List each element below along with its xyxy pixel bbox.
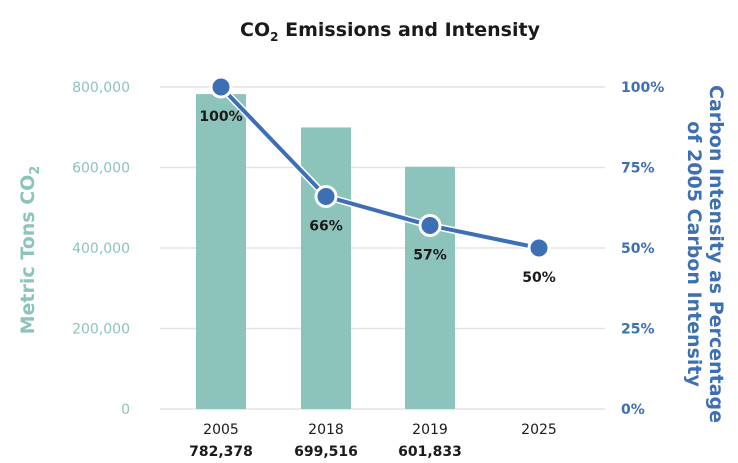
x-tick-label: 2018 — [308, 422, 344, 438]
bar — [405, 166, 455, 409]
y-tick-left: 800,000 — [72, 80, 130, 96]
y-tick-left: 200,000 — [72, 322, 130, 338]
point-label: 100% — [199, 109, 242, 125]
x-tick-sublabel: 601,833 — [398, 444, 462, 460]
line-point — [209, 75, 233, 99]
y-axis-right-label-line1: Carbon Intensity as Percentage — [705, 85, 727, 423]
point-label: 57% — [413, 247, 447, 263]
point-label: 50% — [522, 270, 556, 286]
y-tick-right: 0% — [621, 402, 645, 418]
bar — [301, 127, 351, 409]
y-tick-right: 75% — [621, 161, 655, 177]
bar — [196, 94, 246, 409]
y-tick-left: 400,000 — [72, 241, 130, 257]
y-tick-left: 600,000 — [72, 161, 130, 177]
x-tick-sublabel: 782,378 — [189, 444, 253, 460]
y-tick-right: 25% — [621, 322, 655, 338]
x-tick-label: 2005 — [203, 422, 239, 438]
line-path — [219, 85, 540, 250]
axis-labels: 0 0% 200,000 25% 400,000 50% 600,000 75% 800,000… — [72, 80, 664, 460]
line-point — [527, 236, 551, 260]
line-point — [314, 184, 338, 208]
y-tick-right: 50% — [621, 241, 655, 257]
line-point — [418, 213, 442, 237]
y-axis-left-label: Metric Tons CO2 — [17, 166, 43, 335]
y-axis-right-label-line2: of 2005 Carbon Intensity — [683, 121, 705, 387]
point-label: 66% — [309, 218, 343, 234]
x-tick-label: 2025 — [521, 422, 557, 438]
bars — [196, 94, 455, 409]
x-tick-label: 2019 — [412, 422, 448, 438]
intensity-line: 100% 66% 57% 50% — [199, 75, 556, 286]
y-tick-right: 100% — [621, 80, 664, 96]
chart-title: CO2 Emissions and Intensity — [240, 19, 541, 44]
y-tick-left: 0 — [121, 402, 130, 418]
x-tick-sublabel: 699,516 — [294, 444, 358, 460]
